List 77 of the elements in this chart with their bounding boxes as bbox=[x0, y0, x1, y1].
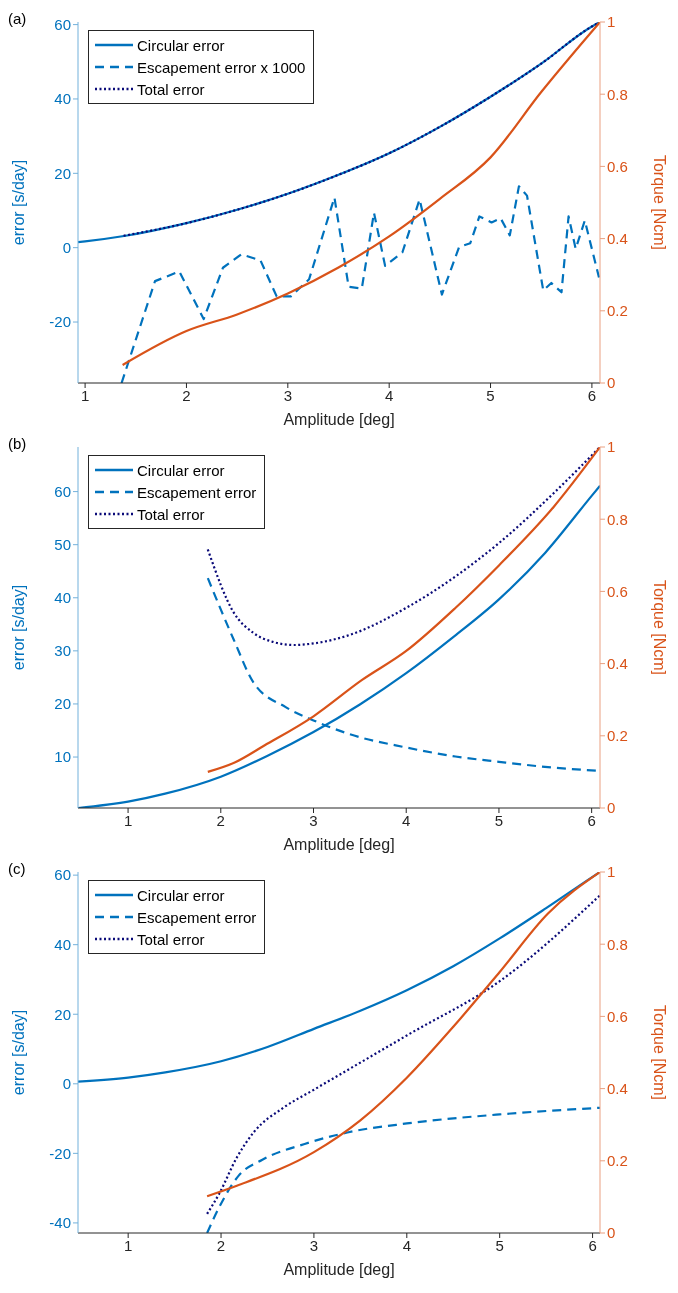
y-tick-label: 10 bbox=[54, 748, 71, 766]
y2-tick-label: 0.8 bbox=[607, 85, 628, 103]
y-tick-label: -20 bbox=[49, 313, 71, 331]
line-series bbox=[121, 22, 600, 367]
x-axis-title: Amplitude [deg] bbox=[283, 836, 395, 853]
line-series bbox=[120, 185, 600, 383]
y2-tick-label: 0 bbox=[607, 374, 616, 392]
y2-tick-label: 0.2 bbox=[607, 1152, 628, 1170]
x-tick-label: 2 bbox=[182, 386, 191, 404]
x-axis-title: Amplitude [deg] bbox=[283, 1261, 395, 1278]
x-tick-label: 3 bbox=[309, 1236, 319, 1254]
y-tick-label: 40 bbox=[54, 90, 71, 108]
y2-tick-label: 0.6 bbox=[607, 1007, 628, 1025]
y-tick-label: -40 bbox=[49, 1214, 71, 1232]
y2-tick-label: 1 bbox=[607, 13, 616, 31]
y2-tick-label: 0.4 bbox=[607, 229, 628, 247]
y-tick-label: 40 bbox=[54, 589, 71, 607]
y2-tick-label: 0.4 bbox=[607, 654, 628, 672]
y-axis-title: error [s/day] bbox=[9, 159, 27, 246]
x-tick-label: 1 bbox=[123, 1236, 133, 1254]
legend-label: Escapement error bbox=[137, 908, 257, 926]
y-tick-label: 60 bbox=[54, 482, 71, 500]
y2-axis-title: Torque [Ncm] bbox=[651, 1004, 669, 1101]
x-tick-label: 1 bbox=[80, 386, 90, 404]
legend-label: Escapement error bbox=[137, 483, 257, 501]
y2-tick-label: 0.2 bbox=[607, 302, 628, 320]
y-tick-label: 50 bbox=[54, 536, 71, 554]
y2-tick-label: 0.2 bbox=[607, 727, 628, 745]
y2-axis-title: Torque [Ncm] bbox=[651, 579, 669, 676]
y-axis-title: error [s/day] bbox=[9, 584, 27, 671]
y-tick-label: 0 bbox=[62, 1075, 71, 1093]
x-tick-label: 6 bbox=[587, 386, 597, 404]
line-series bbox=[206, 1106, 600, 1233]
x-tick-label: 3 bbox=[309, 811, 318, 829]
y2-tick-label: 0.8 bbox=[607, 510, 628, 528]
y2-tick-label: 0.6 bbox=[607, 582, 628, 600]
legend-label: Total error bbox=[137, 930, 205, 948]
y-tick-label: 30 bbox=[54, 642, 71, 660]
y2-tick-label: 0.8 bbox=[607, 935, 628, 953]
chart-title: (a) bbox=[8, 10, 27, 27]
y2-tick-label: 0 bbox=[607, 1224, 616, 1242]
y2-tick-label: 0 bbox=[607, 799, 616, 817]
y-tick-label: 20 bbox=[54, 695, 71, 713]
y-tick-label: 40 bbox=[54, 936, 71, 954]
x-tick-label: 6 bbox=[587, 811, 596, 829]
y-tick-label: 60 bbox=[54, 15, 71, 33]
legend-label: Total error bbox=[137, 80, 205, 98]
chart-title: (b) bbox=[8, 435, 27, 452]
chart-title: (c) bbox=[8, 860, 26, 877]
x-tick-label: 6 bbox=[588, 1236, 597, 1254]
x-tick-label: 1 bbox=[123, 811, 133, 829]
y2-tick-label: 1 bbox=[607, 863, 616, 881]
y2-tick-label: 0.4 bbox=[607, 1079, 628, 1097]
legend-label: Total error bbox=[137, 505, 205, 523]
y-tick-label: 20 bbox=[54, 1005, 71, 1023]
y2-tick-label: 1 bbox=[607, 438, 616, 456]
y-tick-label: 20 bbox=[54, 164, 71, 182]
y-tick-label: 60 bbox=[54, 866, 71, 884]
y-tick-label: -20 bbox=[49, 1144, 71, 1162]
x-tick-label: 4 bbox=[402, 1236, 411, 1254]
legend-label: Escapement error x 1000 bbox=[137, 58, 306, 76]
x-tick-label: 2 bbox=[216, 1236, 226, 1254]
y2-tick-label: 0.6 bbox=[607, 157, 628, 175]
legend-label: Circular error bbox=[137, 461, 225, 479]
x-tick-label: 4 bbox=[402, 811, 411, 829]
x-tick-label: 5 bbox=[495, 1236, 504, 1254]
x-tick-label: 5 bbox=[494, 811, 504, 829]
legend-label: Circular error bbox=[137, 36, 225, 54]
x-axis-title: Amplitude [deg] bbox=[283, 411, 395, 428]
x-tick-label: 3 bbox=[283, 386, 292, 404]
y2-axis-title: Torque [Ncm] bbox=[651, 154, 669, 251]
x-tick-label: 2 bbox=[216, 811, 225, 829]
y-tick-label: 0 bbox=[62, 239, 71, 256]
legend-label: Circular error bbox=[137, 886, 225, 904]
y-axis-title: error [s/day] bbox=[9, 1009, 27, 1096]
x-tick-label: 5 bbox=[486, 386, 495, 404]
x-tick-label: 4 bbox=[385, 386, 394, 404]
